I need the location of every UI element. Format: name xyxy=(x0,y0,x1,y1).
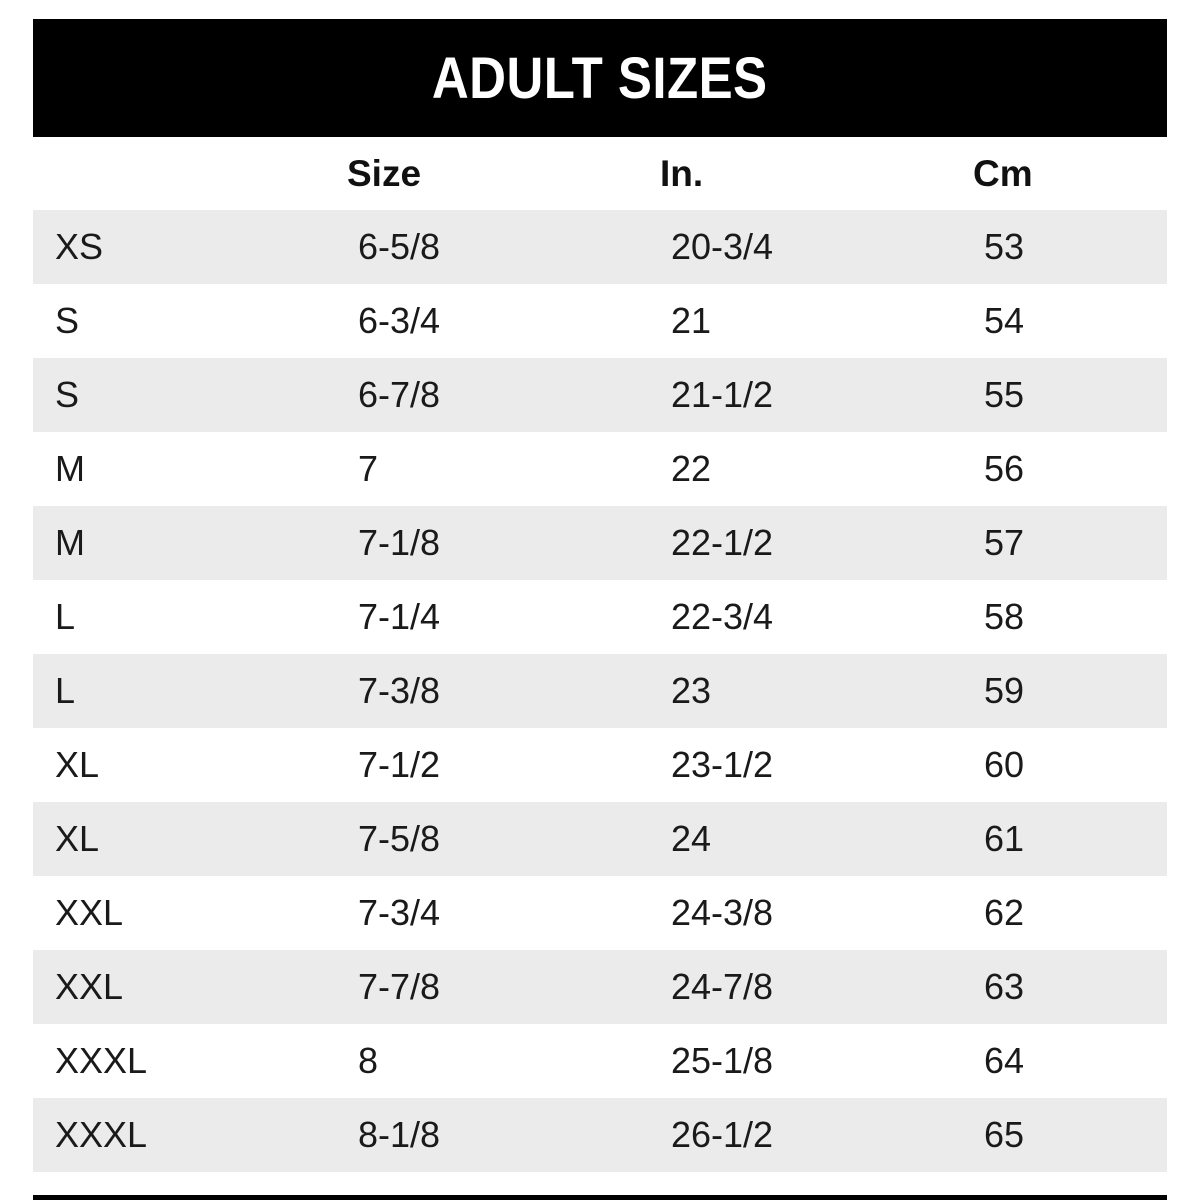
cell-inches: 24-3/8 xyxy=(671,892,774,933)
cell-size: 7-7/8 xyxy=(358,966,441,1007)
cell-size: 8 xyxy=(358,1040,379,1081)
cell-label: M xyxy=(55,522,85,563)
cell-label: XXXL xyxy=(55,1040,148,1081)
cell-inches: 23 xyxy=(671,670,712,711)
column-header-row: Size In. Cm xyxy=(33,137,1167,210)
cell-size: 6-3/4 xyxy=(358,300,441,341)
cell-cm: 61 xyxy=(984,818,1025,859)
cell-label: L xyxy=(55,596,76,637)
table-row: S 6-7/8 21-1/2 55 xyxy=(33,358,1167,432)
cell-inches: 22-3/4 xyxy=(671,596,774,637)
cell-cm: 54 xyxy=(984,300,1025,341)
table-row: M 7 22 56 xyxy=(33,432,1167,506)
cell-cm: 55 xyxy=(984,374,1025,415)
cropped-next-section-bar xyxy=(33,1195,1167,1200)
cell-label: XXL xyxy=(55,966,124,1007)
cell-size: 7-3/4 xyxy=(358,892,441,933)
table-row: S 6-3/4 21 54 xyxy=(33,284,1167,358)
cell-cm: 58 xyxy=(984,596,1025,637)
cell-cm: 63 xyxy=(984,966,1025,1007)
cell-size: 7-5/8 xyxy=(358,818,441,859)
table-row: M 7-1/8 22-1/2 57 xyxy=(33,506,1167,580)
table-row: L 7-3/8 23 59 xyxy=(33,654,1167,728)
cell-label: XS xyxy=(55,226,104,267)
cell-inches: 24 xyxy=(671,818,712,859)
cell-inches: 25-1/8 xyxy=(671,1040,774,1081)
cell-cm: 59 xyxy=(984,670,1025,711)
title-bar: ADULT SIZES xyxy=(33,19,1167,137)
cell-size: 7-1/4 xyxy=(358,596,441,637)
cell-inches: 24-7/8 xyxy=(671,966,774,1007)
cell-inches: 21 xyxy=(671,300,712,341)
column-header-inches: In. xyxy=(660,153,704,194)
cell-inches: 22 xyxy=(671,448,712,489)
cell-cm: 64 xyxy=(984,1040,1025,1081)
cell-inches: 20-3/4 xyxy=(671,226,774,267)
cell-label: XL xyxy=(55,744,100,785)
cell-inches: 22-1/2 xyxy=(671,522,774,563)
table-row: XXXL 8-1/8 26-1/2 65 xyxy=(33,1098,1167,1172)
cell-cm: 53 xyxy=(984,226,1025,267)
cell-label: XXL xyxy=(55,892,124,933)
cell-size: 6-7/8 xyxy=(358,374,441,415)
table-row: XXL 7-3/4 24-3/8 62 xyxy=(33,876,1167,950)
cell-size: 7 xyxy=(358,448,379,489)
cell-label: L xyxy=(55,670,76,711)
cell-cm: 62 xyxy=(984,892,1025,933)
cell-label: S xyxy=(55,300,80,341)
cell-size: 7-1/2 xyxy=(358,744,441,785)
cell-label: XL xyxy=(55,818,100,859)
cell-size: 6-5/8 xyxy=(358,226,441,267)
table-row: XL 7-1/2 23-1/2 60 xyxy=(33,728,1167,802)
cell-cm: 60 xyxy=(984,744,1025,785)
cell-cm: 57 xyxy=(984,522,1025,563)
cell-cm: 65 xyxy=(984,1114,1025,1155)
table-row: XXXL 8 25-1/8 64 xyxy=(33,1024,1167,1098)
table-row: XXL 7-7/8 24-7/8 63 xyxy=(33,950,1167,1024)
table-row: XL 7-5/8 24 61 xyxy=(33,802,1167,876)
cell-cm: 56 xyxy=(984,448,1025,489)
cell-inches: 26-1/2 xyxy=(671,1114,774,1155)
cell-label: XXXL xyxy=(55,1114,148,1155)
table-row: L 7-1/4 22-3/4 58 xyxy=(33,580,1167,654)
cell-label: S xyxy=(55,374,80,415)
cell-inches: 23-1/2 xyxy=(671,744,774,785)
cell-inches: 21-1/2 xyxy=(671,374,774,415)
cell-size: 7-3/8 xyxy=(358,670,441,711)
table-row: XS 6-5/8 20-3/4 53 xyxy=(33,210,1167,284)
column-header-cm: Cm xyxy=(973,153,1033,194)
page-title: ADULT SIZES xyxy=(432,45,768,111)
column-header-size: Size xyxy=(347,153,422,194)
table-body: XS 6-5/8 20-3/4 53 S 6-3/4 21 54 S 6-7/8… xyxy=(33,210,1167,1172)
cell-label: M xyxy=(55,448,85,489)
cell-size: 7-1/8 xyxy=(358,522,441,563)
cell-size: 8-1/8 xyxy=(358,1114,441,1155)
